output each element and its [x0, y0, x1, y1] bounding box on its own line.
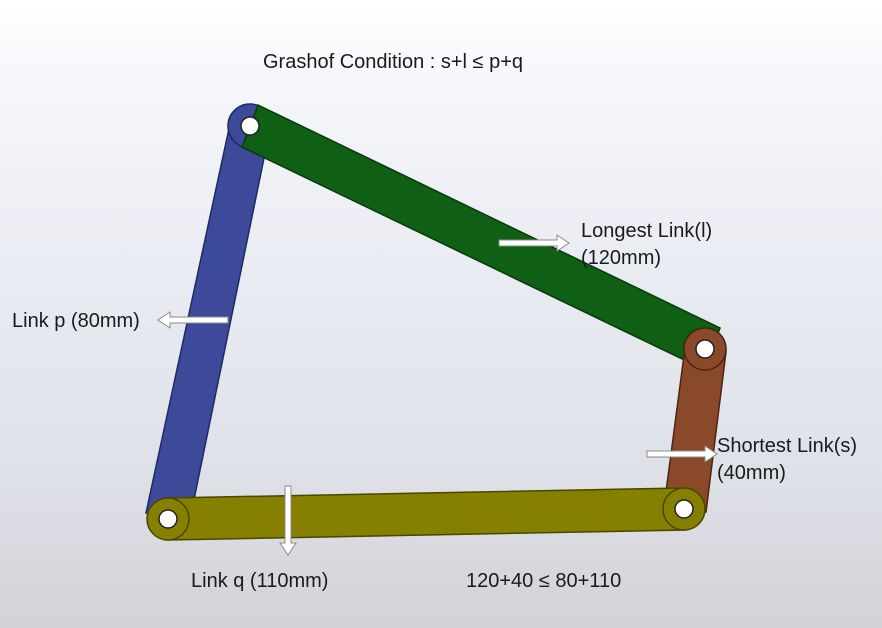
pin-hole-bottom-right [674, 499, 694, 519]
longest-link-label: Longest Link(l) [581, 220, 713, 242]
shortest-link-length: (40mm) [717, 462, 786, 484]
pin-hole-top-left [240, 116, 260, 136]
pin-hole-top-right [695, 339, 715, 359]
pin-hole-bottom-left [158, 509, 178, 529]
grashof-condition-title: Grashof Condition : s+l ≤ p+q [263, 51, 524, 73]
arrow-to-shortest-label [646, 445, 718, 463]
longest-link-length: (120mm) [581, 247, 662, 269]
shortest-link-label: Shortest Link(s) [717, 435, 858, 457]
arrow-to-link-q-label [279, 485, 297, 556]
link-q-bar [146, 487, 706, 541]
link-q-label: Link q (110mm) [191, 570, 329, 592]
link-p-label: Link p (80mm) [12, 310, 140, 332]
grashof-equation: 120+40 ≤ 80+110 [466, 570, 622, 592]
top-margin [0, 0, 882, 10]
link-p-bar [145, 103, 273, 520]
link-q-body [167, 487, 686, 541]
shortest-link-body [663, 347, 727, 513]
arrow-to-link-p-label [157, 311, 229, 329]
arrow-to-longest-label [498, 234, 570, 252]
